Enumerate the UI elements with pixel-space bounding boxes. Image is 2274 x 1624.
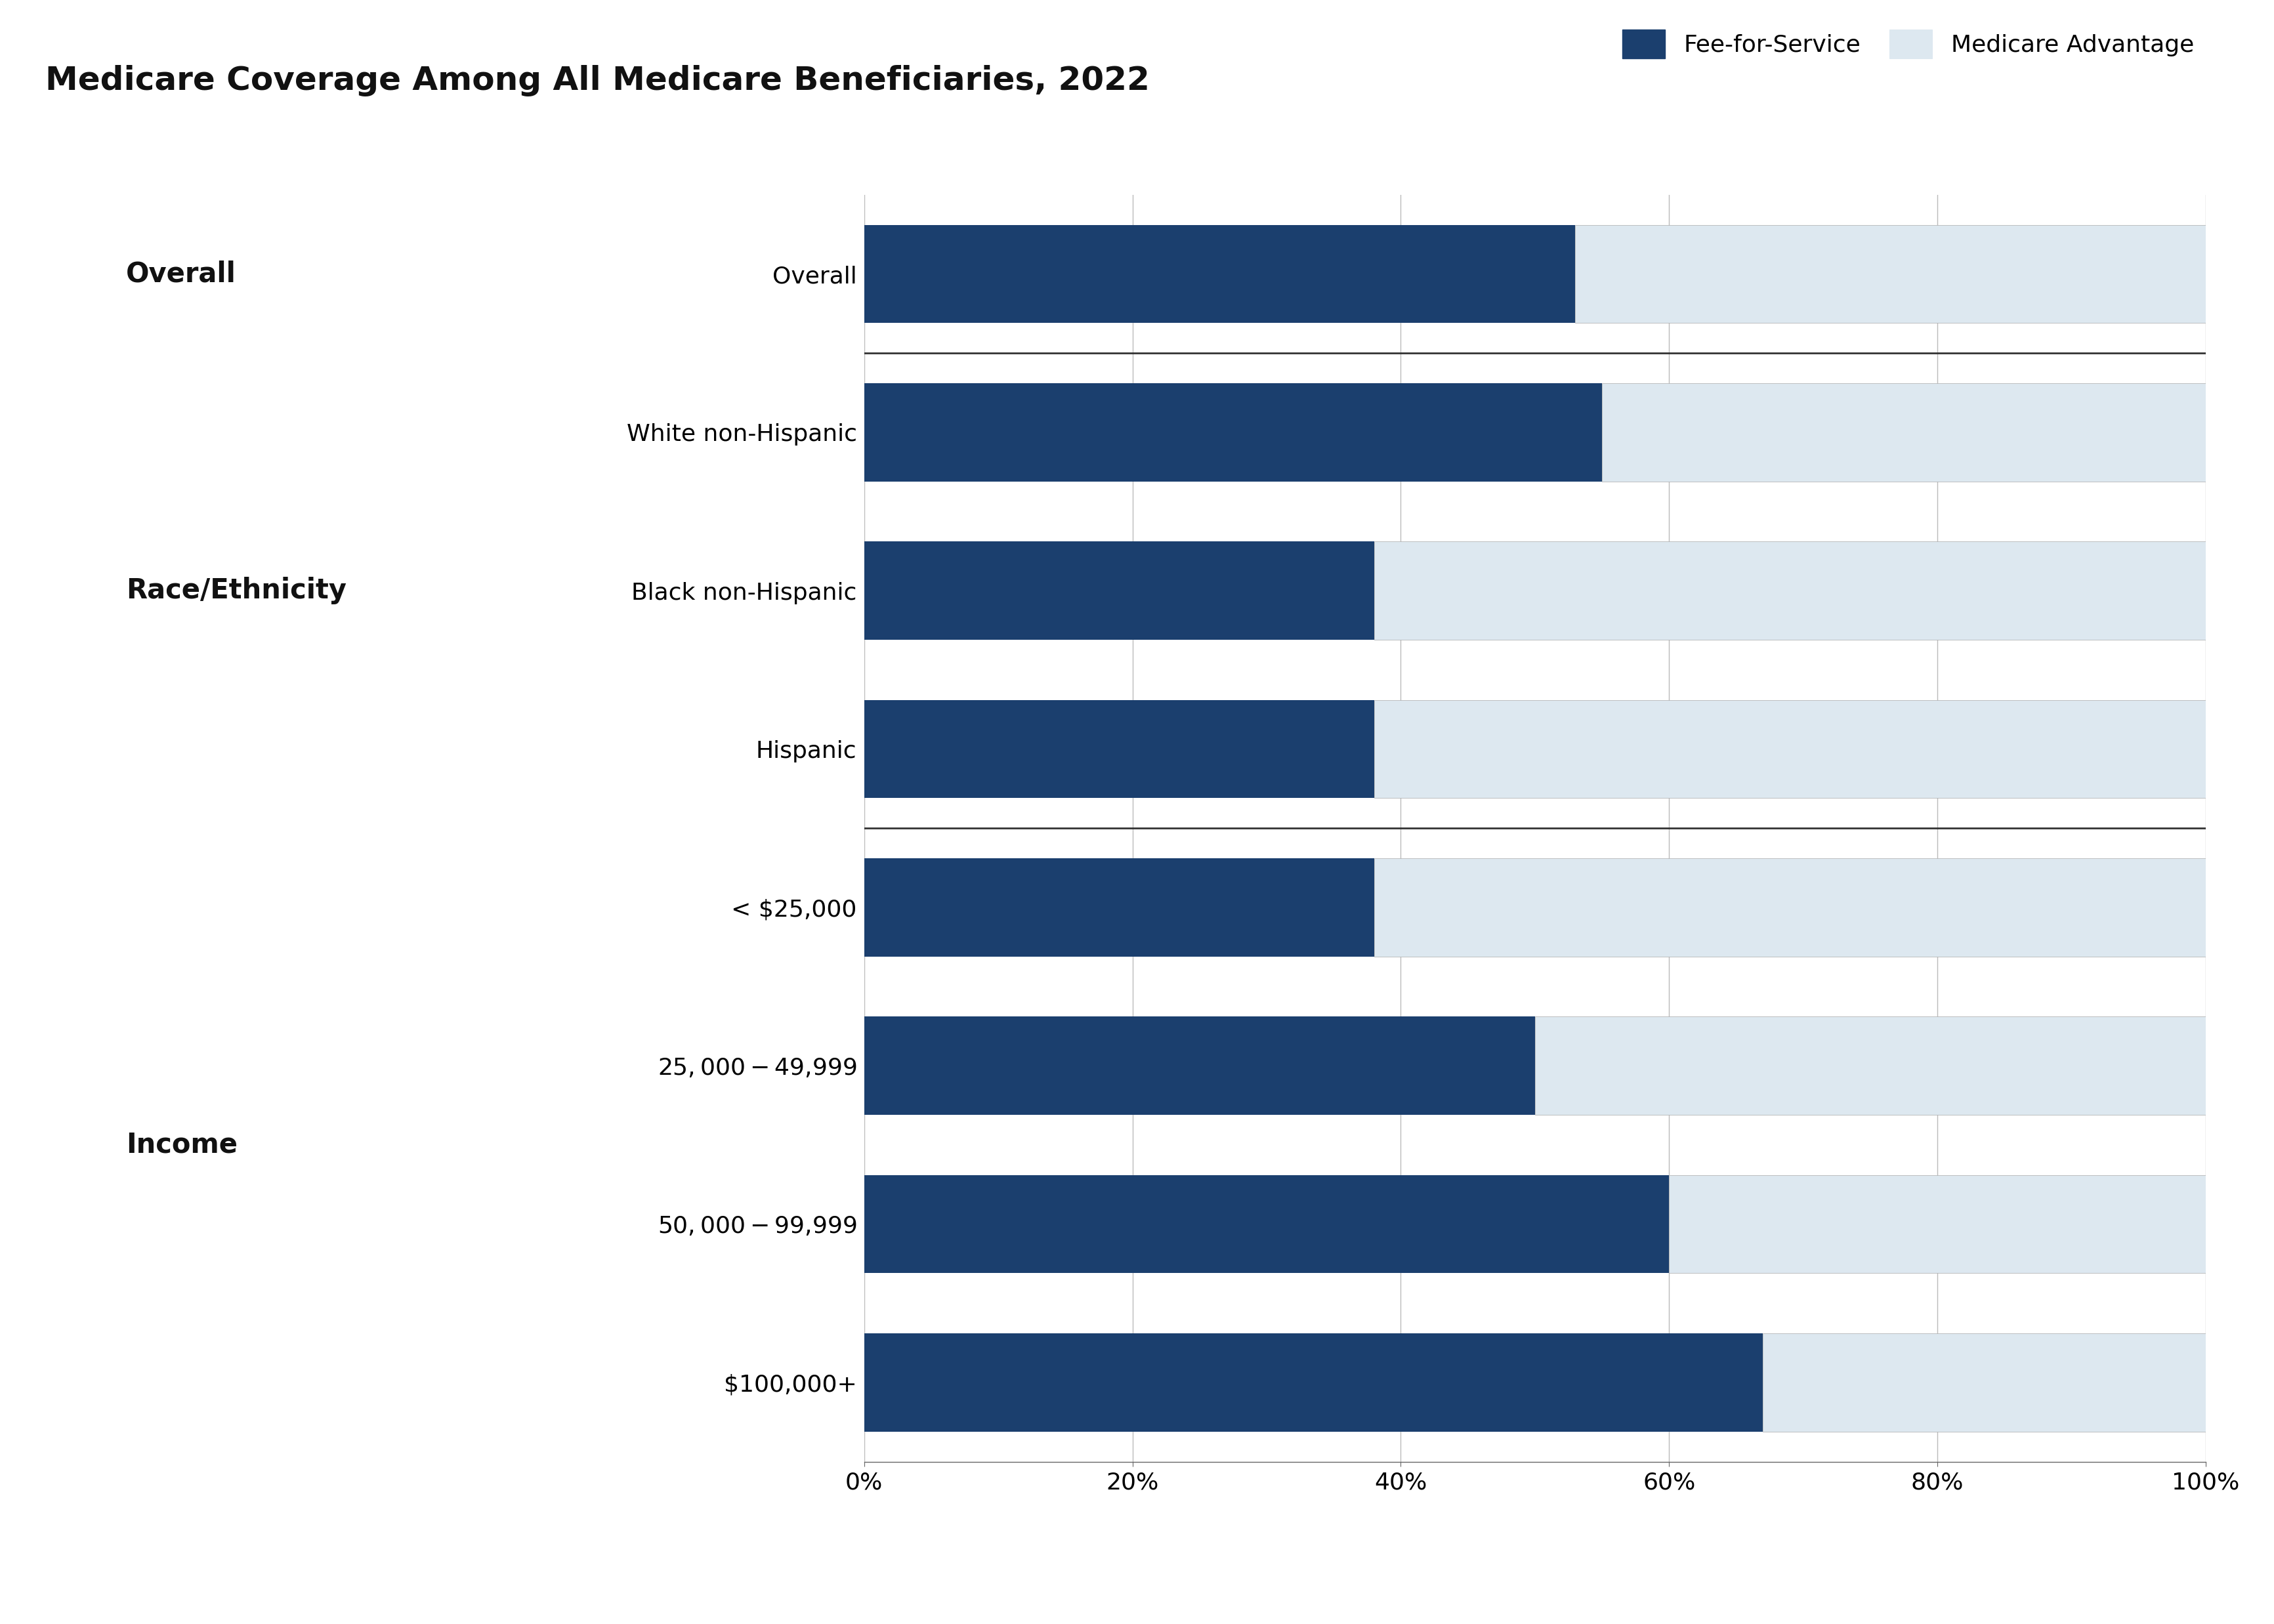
Bar [1576,226,2206,323]
Text: Income: Income [127,1132,239,1158]
Bar [864,383,1601,481]
Bar [1669,1176,2206,1273]
Bar [864,1176,1669,1273]
Text: Race/Ethnicity: Race/Ethnicity [127,577,346,604]
Bar [1373,542,2206,640]
Bar [1762,1333,2206,1431]
Bar [864,859,1373,957]
Legend: Fee-for-Service, Medicare Advantage: Fee-for-Service, Medicare Advantage [1621,29,2194,58]
Bar [864,1333,1762,1431]
Bar [864,542,1373,640]
Bar [864,700,1373,797]
Bar [864,226,1576,323]
Bar [1601,383,2206,481]
Bar [1535,1017,2206,1114]
Bar [1373,859,2206,957]
Text: Overall: Overall [127,260,236,287]
Bar [1373,700,2206,797]
Text: Medicare Coverage Among All Medicare Beneficiaries, 2022: Medicare Coverage Among All Medicare Ben… [45,65,1151,96]
Bar [864,1017,1535,1114]
